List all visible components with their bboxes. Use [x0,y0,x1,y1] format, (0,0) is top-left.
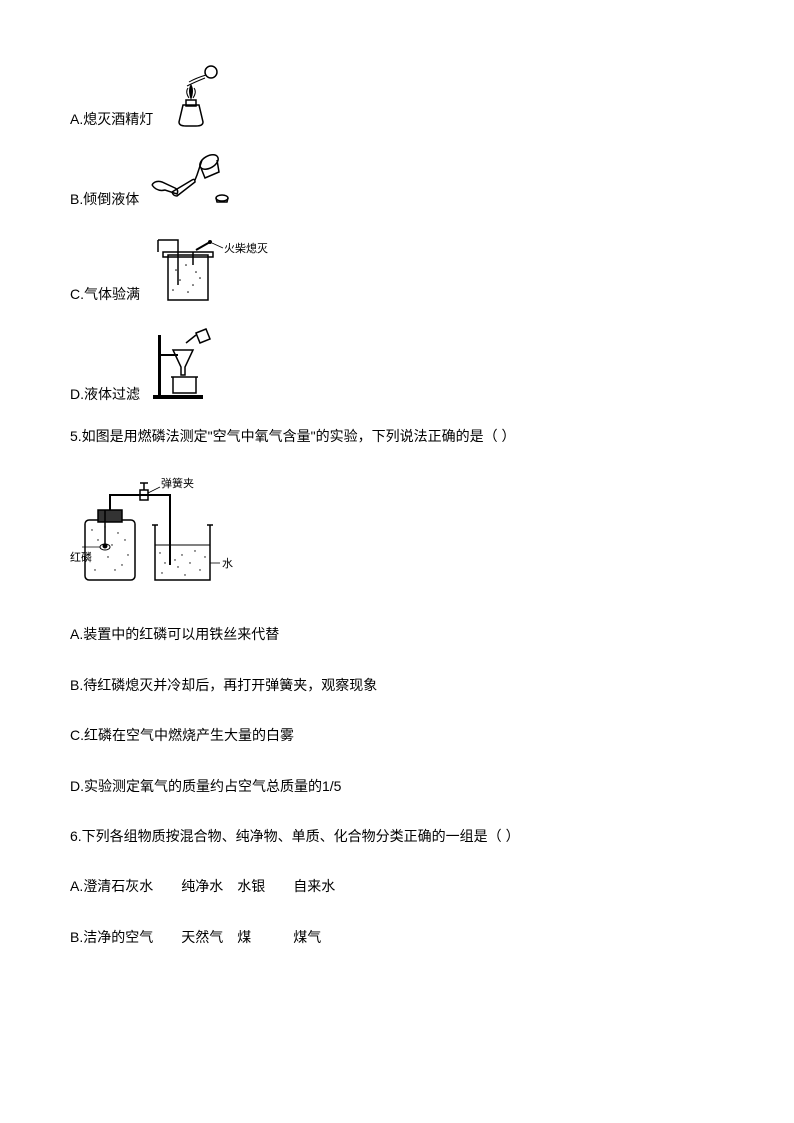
gas-verification-illustration: 火柴熄灭 [148,230,268,305]
alcohol-lamp-illustration [161,60,231,130]
option-b-label: B.倾倒液体 [70,188,139,210]
option-b-block: B.倾倒液体 [70,150,724,210]
q5-option-b: B.待红磷熄灭并冷却后，再打开弹簧夹，观察现象 [70,674,724,696]
option-a-label: A.熄灭酒精灯 [70,108,153,130]
svg-text:红磷: 红磷 [70,551,92,564]
svg-text:弹簧夹: 弹簧夹 [161,476,194,490]
option-c-label: C.气体验满 [70,283,140,305]
option-d-label: D.液体过滤 [70,383,140,405]
option-a-block: A.熄灭酒精灯 [70,60,724,130]
q5-option-c: C.红磷在空气中燃烧产生大量的白雾 [70,724,724,746]
filtration-illustration [148,325,228,405]
option-c-block: C.气体验满 火柴熄灭 [70,230,724,305]
q6-text: 6.下列各组物质按混合物、纯净物、单质、化合物分类正确的一组是（ ） [70,825,724,847]
q6-option-a: A.澄清石灰水 纯净水 水银 自来水 [70,875,724,897]
q6-option-b: B.洁净的空气 天然气 煤 煤气 [70,926,724,948]
q5-diagram: 红磷 弹簧夹 水 [70,475,724,595]
option-d-block: D.液体过滤 [70,325,724,405]
q5-text: 5.如图是用燃磷法测定"空气中氧气含量"的实验，下列说法正确的是（ ） [70,425,724,447]
pouring-liquid-illustration [147,150,237,210]
svg-text:水: 水 [222,557,233,570]
q5-option-a: A.装置中的红磷可以用铁丝来代替 [70,623,724,645]
match-label: 火柴熄灭 [224,241,268,255]
q5-option-d: D.实验测定氧气的质量约占空气总质量的1/5 [70,775,724,797]
